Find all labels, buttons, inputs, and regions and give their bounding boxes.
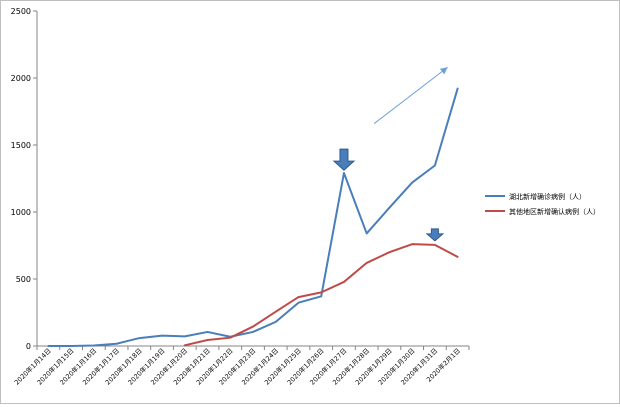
down-arrow-marker: [334, 149, 354, 170]
legend: 湖北新增确诊病例（人） 其他地区新增确认病例（人）: [485, 192, 600, 216]
y-tick-label: 2500: [11, 7, 31, 16]
y-tick-label: 1000: [11, 208, 31, 217]
annotations: [334, 67, 448, 241]
down-arrow-marker: [427, 229, 443, 241]
legend-label: 其他地区新增确认病例（人）: [509, 207, 600, 216]
plot-area: [48, 89, 457, 346]
y-tick-label: 2000: [11, 74, 31, 83]
trend-arrow-head: [440, 67, 448, 74]
trend-arrow-line: [374, 67, 447, 123]
legend-label: 湖北新增确诊病例（人）: [509, 192, 586, 201]
y-tick-label: 500: [16, 275, 31, 284]
x-axis: 2020年1月14日2020年1月15日2020年1月16日2020年1月17日…: [12, 346, 469, 387]
y-axis: 0 500 1000 1500 2000 2500: [11, 7, 37, 351]
y-tick-label: 0: [26, 342, 31, 351]
y-tick-label: 1500: [11, 141, 31, 150]
series-line-1: [48, 89, 457, 346]
